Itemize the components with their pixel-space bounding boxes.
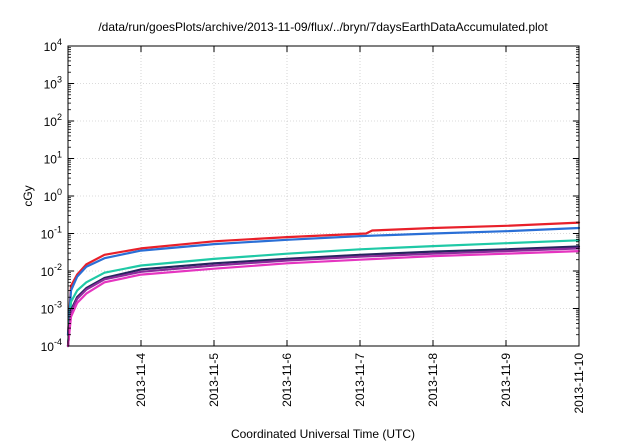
- y-tick-label: 103: [44, 75, 62, 92]
- x-axis-label: Coordinated Universal Time (UTC): [231, 427, 415, 441]
- x-tick-label: 2013-11-7: [353, 353, 367, 407]
- y-tick-label: 104: [44, 37, 62, 54]
- y-tick-label: 101: [44, 150, 62, 167]
- x-tick-label: 2013-11-8: [426, 353, 440, 407]
- x-tick-label: 2013-11-4: [134, 353, 148, 407]
- x-tick-label: 2013-11-5: [207, 353, 221, 407]
- grid: [68, 46, 579, 346]
- x-tick-label: 2013-11-9: [499, 353, 513, 407]
- y-tick-label: 10-4: [41, 337, 62, 354]
- y-axis-label: cGy: [21, 185, 35, 206]
- x-tick-label: 2013-11-10: [572, 353, 586, 414]
- y-tick-label: 10-1: [41, 225, 62, 242]
- series-line: [66, 226, 581, 336]
- y-tick-label: 10-2: [41, 262, 62, 279]
- y-tick-label: 10-3: [41, 300, 62, 317]
- series-layer: [66, 221, 581, 348]
- x-tick-label: 2013-11-6: [280, 353, 294, 407]
- y-tick-label: 100: [44, 187, 62, 204]
- series-line: [66, 247, 581, 348]
- y-tick-label: 102: [44, 112, 62, 129]
- ticks: [68, 45, 580, 347]
- chart-title: /data/run/goesPlots/archive/2013-11-09/f…: [98, 20, 548, 34]
- y-tick-labels: 10-4 10-3 10-2 10-1 100 101 102 103 104: [41, 37, 62, 354]
- x-tick-labels: 2013-11-4 2013-11-5 2013-11-6 2013-11-7 2013…: [134, 353, 586, 414]
- series-line: [66, 239, 581, 348]
- series-line: [66, 221, 581, 336]
- series-line: [66, 250, 581, 348]
